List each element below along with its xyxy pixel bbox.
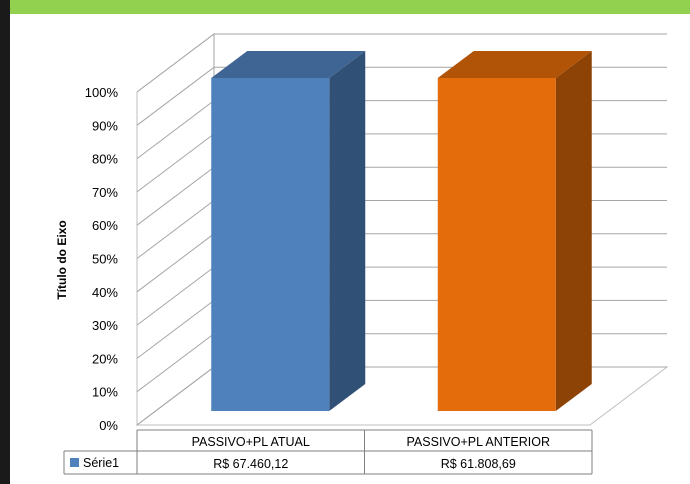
y-tick-label: 30% xyxy=(92,318,118,333)
y-tick-label: 80% xyxy=(92,152,118,167)
bar-1 xyxy=(211,51,366,411)
x-tick-label: PASSIVO+PL ANTERIOR xyxy=(407,435,550,449)
y-tick-label: 40% xyxy=(92,285,118,300)
data-label: R$ 67.460,12 xyxy=(213,457,288,471)
y-tick-label: 50% xyxy=(92,252,118,267)
y-tick-label: 60% xyxy=(92,218,118,233)
y-tick-label: 90% xyxy=(92,118,118,133)
data-table: PASSIVO+PL ATUAL PASSIVO+PL ANTERIOR R$ 67… xyxy=(63,429,593,475)
bar-2 xyxy=(437,51,592,411)
bar-front-face xyxy=(437,78,556,411)
left-border-band xyxy=(0,0,10,484)
bars xyxy=(211,51,592,411)
y-tick-label: 100% xyxy=(85,85,119,100)
y-tick-labels: 0% 10% 20% 30% 40% 50% 60% 70% 80% 90% 100% xyxy=(85,85,119,433)
legend-swatch xyxy=(70,458,79,467)
top-color-band xyxy=(0,0,690,14)
bar-side-face xyxy=(555,51,592,411)
y-axis-title: Título do Eixo xyxy=(55,220,69,299)
x-tick-label: PASSIVO+PL ATUAL xyxy=(192,435,310,449)
bar-top-face xyxy=(211,51,366,78)
bar-front-face xyxy=(211,78,330,411)
y-tick-label: 70% xyxy=(92,185,118,200)
bar-top-face xyxy=(437,51,592,78)
bar-side-face xyxy=(329,51,366,411)
y-tick-label: 10% xyxy=(92,385,118,400)
data-label: R$ 61.808,69 xyxy=(441,457,516,471)
y-tick-label: 20% xyxy=(92,351,118,366)
y-tick-label: 0% xyxy=(99,418,118,433)
legend-series-name: Série1 xyxy=(83,456,119,470)
